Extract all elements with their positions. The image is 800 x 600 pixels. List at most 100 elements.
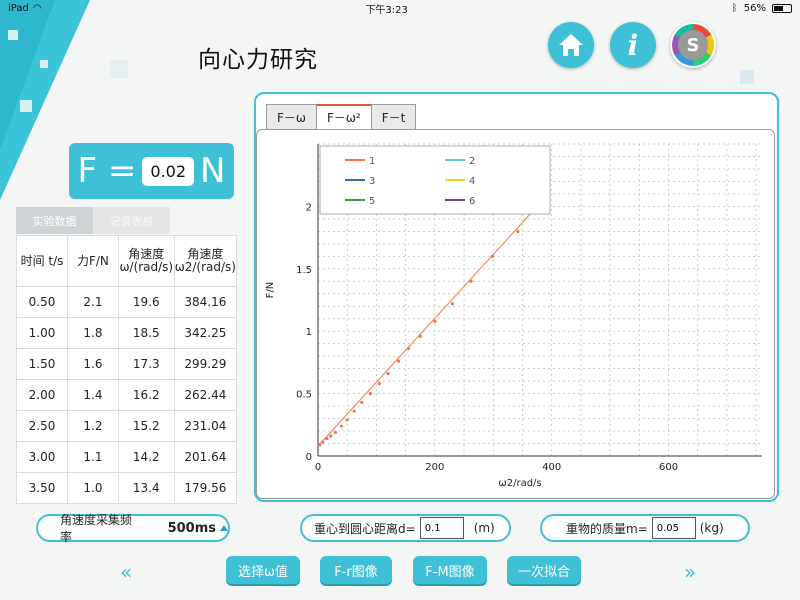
table-cell: 3.00	[15, 441, 69, 473]
home-icon	[559, 34, 583, 56]
tab-record-table[interactable]: 记录表格	[93, 207, 170, 234]
y-tick-label: 1.5	[296, 265, 312, 276]
table-row: 2.00 1.4 16.2 262.44	[15, 379, 238, 411]
distance-label: 重心到圆心距离d=	[314, 521, 416, 536]
background-square	[20, 100, 32, 112]
distance-control: 重心到圆心距离d= (m)	[300, 514, 511, 542]
data-point	[491, 254, 495, 258]
table-row: 2.50 1.2 15.2 231.04	[15, 410, 238, 442]
table-cell: 3.50	[15, 472, 69, 504]
table-cell: 1.8	[67, 317, 119, 349]
tab-f-t[interactable]: F－t	[370, 104, 417, 129]
y-tick-label: 0	[306, 452, 312, 463]
tab-f-omega[interactable]: F－ω	[266, 104, 317, 129]
table-row: 3.50 1.0 13.4 179.56	[15, 472, 238, 504]
tab-experiment-data[interactable]: 实验数据	[16, 207, 93, 234]
linear-fit-button[interactable]: 一次拟合	[507, 556, 581, 584]
battery-percent: 56%	[743, 2, 766, 14]
chart: 0 200 400 600 0 0.5 1 1.5 2 ω2/rad/s F/N 1 2 3 4 5 6	[265, 143, 762, 489]
force-prefix: F =	[77, 151, 137, 191]
background-square	[8, 30, 18, 40]
legend-label: 6	[469, 196, 475, 207]
data-point	[352, 409, 356, 413]
sampling-rate-select[interactable]: 500ms	[168, 521, 228, 536]
mass-input[interactable]	[651, 517, 696, 539]
data-point	[397, 359, 401, 363]
info-icon: i	[627, 28, 639, 62]
f-r-graph-button[interactable]: F-r图像	[320, 556, 392, 584]
table-row: 1.50 1.6 17.3 299.29	[15, 348, 238, 380]
force-value: 0.02	[142, 156, 195, 186]
table-cell: 14.2	[117, 441, 175, 473]
table-row: 1.00 1.8 18.5 342.25	[15, 317, 238, 349]
y-tick-label: 1	[306, 327, 312, 338]
table-cell: 342.25	[173, 317, 238, 349]
settings-button[interactable]: S	[670, 22, 716, 68]
data-point	[321, 440, 325, 444]
status-time: 下午3:23	[365, 4, 408, 16]
table-row: 3.00 1.1 14.2 201.64	[15, 441, 238, 473]
y-tick-label: 0.5	[296, 390, 312, 401]
tab-f-omega-squared[interactable]: F－ω²	[315, 104, 372, 129]
background-square	[110, 60, 128, 78]
table-cell: 1.50	[15, 348, 69, 380]
table-cell: 1.1	[67, 441, 119, 473]
data-point	[325, 436, 329, 441]
battery-icon	[772, 3, 792, 13]
data-point	[339, 424, 343, 428]
table-cell: 13.4	[117, 472, 175, 504]
table-cell: 18.5	[117, 317, 175, 349]
x-tick-label: 600	[659, 462, 678, 473]
table-header: 力F/N	[67, 235, 119, 287]
data-point	[433, 319, 437, 323]
x-tick-label: 0	[315, 462, 321, 473]
table-cell: 0.50	[15, 286, 69, 318]
data-point	[318, 443, 322, 447]
table-header: 角速度ω2/(rad/s)	[173, 235, 238, 287]
legend-label: 4	[469, 176, 475, 187]
sampling-rate-value: 500ms	[167, 520, 216, 536]
data-point	[360, 400, 364, 404]
next-page-button[interactable]: »	[684, 560, 697, 584]
y-axis-label: F/N	[265, 282, 276, 299]
data-point	[516, 229, 520, 233]
table-cell: 384.16	[173, 286, 238, 318]
force-unit: N	[200, 151, 226, 191]
force-display: F = 0.02 N	[69, 143, 234, 199]
table-cell: 179.56	[173, 472, 238, 504]
info-button[interactable]: i	[610, 22, 656, 68]
f-m-graph-button[interactable]: F-M图像	[413, 556, 487, 584]
data-point	[329, 434, 333, 438]
home-button[interactable]	[548, 22, 594, 68]
fit-line	[317, 199, 544, 447]
table-cell: 2.1	[67, 286, 119, 318]
bluetooth-icon: ᛒ	[731, 2, 738, 14]
table-cell: 231.04	[173, 410, 238, 442]
mass-label: 重物的质量m=	[566, 521, 648, 536]
data-point	[377, 382, 381, 386]
table-cell: 1.00	[15, 317, 69, 349]
distance-unit: (m)	[473, 521, 495, 535]
sampling-rate-control[interactable]: 角速度采集频率 500ms	[36, 513, 230, 544]
prev-page-button[interactable]: «	[120, 560, 133, 584]
table-header-row: 时间 t/s 力F/N 角速度ω/(rad/s) 角速度ω2/(rad/s)	[15, 235, 238, 287]
legend-label: 1	[369, 156, 375, 167]
page-title: 向心力研究	[198, 47, 318, 73]
table-cell: 16.2	[117, 379, 175, 411]
status-bar: iPad ◠ 下午3:23 ᛒ 56%	[0, 0, 800, 16]
table-cell: 1.2	[67, 410, 119, 442]
data-table: 时间 t/s 力F/N 角速度ω/(rad/s) 角速度ω2/(rad/s) 0…	[15, 235, 238, 504]
table-cell: 299.29	[173, 348, 238, 380]
table-header: 角速度ω/(rad/s)	[117, 235, 175, 287]
table-cell: 15.2	[117, 410, 175, 442]
table-cell: 1.0	[67, 472, 119, 504]
table-row: 0.50 2.1 19.6 384.16	[15, 286, 238, 318]
caret-up-icon	[220, 525, 228, 531]
y-tick-label: 2	[306, 202, 312, 213]
data-point	[333, 430, 338, 434]
background-square	[40, 60, 48, 68]
distance-input[interactable]	[419, 517, 464, 539]
data-point	[469, 279, 473, 283]
legend-label: 3	[369, 176, 375, 187]
select-omega-button[interactable]: 选择ω值	[226, 556, 300, 584]
